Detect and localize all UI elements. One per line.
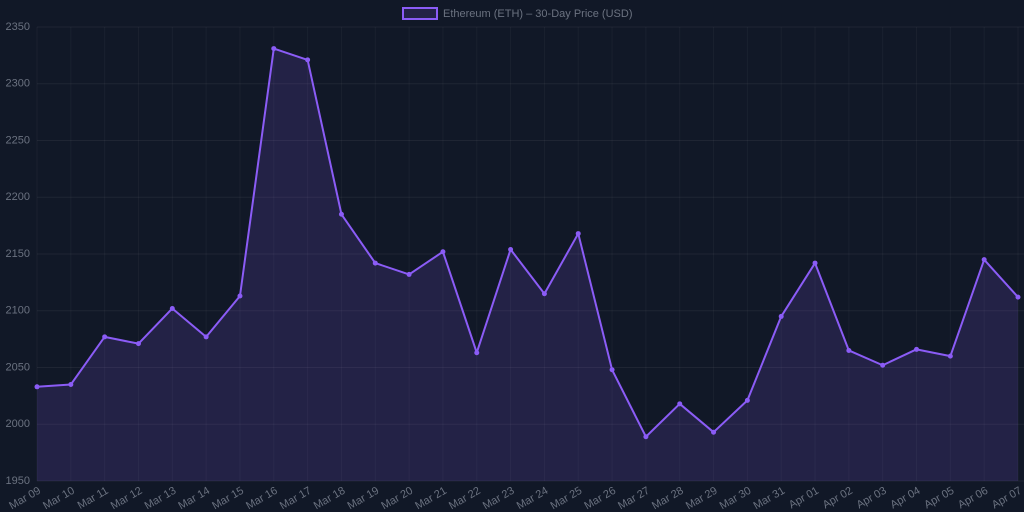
point xyxy=(203,334,209,340)
point xyxy=(812,260,818,266)
area xyxy=(37,48,1018,481)
point xyxy=(68,382,74,388)
point xyxy=(778,313,784,319)
point xyxy=(338,211,344,217)
point xyxy=(406,271,412,277)
point xyxy=(1015,294,1021,300)
point xyxy=(508,246,514,252)
point xyxy=(677,401,683,407)
point xyxy=(643,434,649,440)
point xyxy=(271,46,277,52)
y-tick-label: 2050 xyxy=(6,361,30,373)
point xyxy=(541,291,547,297)
y-tick-label: 2100 xyxy=(6,305,30,317)
y-tick-label: 2150 xyxy=(6,248,30,260)
y-tick-label: 2000 xyxy=(6,418,30,430)
point xyxy=(135,341,141,347)
point xyxy=(237,293,243,299)
point xyxy=(914,346,920,352)
point xyxy=(575,231,581,237)
legend-label: Ethereum (ETH) – 30-Day Price (USD) xyxy=(443,8,633,20)
point xyxy=(305,57,311,63)
y-tick-label: 2300 xyxy=(6,78,30,90)
point xyxy=(440,249,446,255)
point xyxy=(880,362,886,368)
y-tick-label: 2350 xyxy=(6,21,30,33)
point xyxy=(372,260,378,266)
legend-swatch xyxy=(402,7,438,20)
legend: Ethereum (ETH) – 30-Day Price (USD) xyxy=(402,7,633,20)
y-tick-label: 2200 xyxy=(6,191,30,203)
point xyxy=(102,334,108,340)
point xyxy=(981,257,987,263)
line xyxy=(36,47,1019,438)
point xyxy=(744,397,750,403)
point xyxy=(711,429,717,435)
point xyxy=(609,367,615,373)
point xyxy=(169,305,175,311)
point xyxy=(846,347,852,353)
point xyxy=(947,353,953,359)
y-tick-label: 1950 xyxy=(6,475,30,487)
y-tick-label: 2250 xyxy=(6,134,30,146)
point xyxy=(474,350,480,356)
point xyxy=(34,384,40,390)
